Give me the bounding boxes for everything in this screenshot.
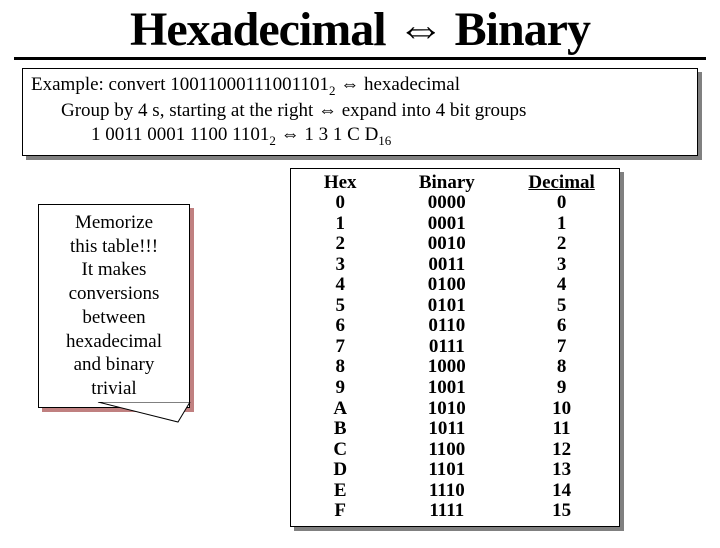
- table-row: A101010: [291, 399, 619, 420]
- cell-bin: 1000: [389, 357, 504, 378]
- cell-bin: 1010: [389, 399, 504, 420]
- cell-hex: 9: [291, 378, 389, 399]
- cell-hex: 5: [291, 296, 389, 317]
- cell-dec: 6: [504, 316, 619, 337]
- cell-dec: 13: [504, 460, 619, 481]
- cell-dec: 7: [504, 337, 619, 358]
- cell-dec: 3: [504, 255, 619, 276]
- table-row: 701117: [291, 337, 619, 358]
- cell-dec: 0: [504, 193, 619, 214]
- example-line3-a: 1 0011 0001 1100 1101: [91, 124, 269, 145]
- cell-dec: 4: [504, 275, 619, 296]
- callout-line: this table!!!: [43, 235, 185, 259]
- table-row: C110012: [291, 440, 619, 461]
- cell-hex: 6: [291, 316, 389, 337]
- conversion-table-box: Hex Binary Decimal 000000100011200102300…: [290, 168, 620, 527]
- cell-hex: 3: [291, 255, 389, 276]
- cell-bin: 1110: [389, 481, 504, 502]
- cell-hex: 2: [291, 234, 389, 255]
- table-row: 810008: [291, 357, 619, 378]
- col-bin: Binary: [389, 173, 504, 194]
- table-row: 501015: [291, 296, 619, 317]
- table-row: 100011: [291, 214, 619, 235]
- table-row: B101111: [291, 419, 619, 440]
- cell-bin: 0101: [389, 296, 504, 317]
- cell-hex: 7: [291, 337, 389, 358]
- table-row: 401004: [291, 275, 619, 296]
- table-content: Hex Binary Decimal 000000100011200102300…: [290, 168, 620, 527]
- table-row: 601106: [291, 316, 619, 337]
- callout-content: Memorize this table!!! It makes conversi…: [38, 204, 190, 408]
- example-line1-b: ⇔ hexadecimal: [335, 74, 460, 95]
- cell-bin: 1101: [389, 460, 504, 481]
- example-line-3: 1 0011 0001 1100 11012 ⇔ 1 3 1 C D16: [31, 123, 689, 149]
- table-body: 0000001000112001023001134010045010156011…: [291, 193, 619, 521]
- table-row: 000000: [291, 193, 619, 214]
- cell-bin: 0111: [389, 337, 504, 358]
- cell-bin: 0001: [389, 214, 504, 235]
- cell-hex: A: [291, 399, 389, 420]
- title-right: Binary: [455, 3, 590, 56]
- callout-line: and binary: [43, 353, 185, 377]
- callout-line: trivial: [43, 377, 185, 401]
- cell-bin: 1100: [389, 440, 504, 461]
- callout-line: It makes: [43, 258, 185, 282]
- cell-bin: 1111: [389, 501, 504, 522]
- lower-region: Memorize this table!!! It makes conversi…: [0, 168, 720, 548]
- cell-dec: 2: [504, 234, 619, 255]
- cell-hex: 1: [291, 214, 389, 235]
- cell-dec: 9: [504, 378, 619, 399]
- example-line3-sub2: 16: [378, 133, 391, 148]
- cell-hex: F: [291, 501, 389, 522]
- cell-hex: 4: [291, 275, 389, 296]
- cell-hex: 8: [291, 357, 389, 378]
- callout-line: conversions: [43, 282, 185, 306]
- cell-dec: 1: [504, 214, 619, 235]
- cell-hex: B: [291, 419, 389, 440]
- cell-bin: 0010: [389, 234, 504, 255]
- page-title: Hexadecimal ⇔ Binary: [14, 0, 706, 60]
- cell-dec: 10: [504, 399, 619, 420]
- table-row: F111115: [291, 501, 619, 522]
- cell-hex: D: [291, 460, 389, 481]
- cell-dec: 15: [504, 501, 619, 522]
- callout-box: Memorize this table!!! It makes conversi…: [38, 204, 190, 408]
- col-dec: Decimal: [504, 173, 619, 194]
- cell-hex: E: [291, 481, 389, 502]
- example-line-1: Example: convert 100110001110011012 ⇔ he…: [31, 73, 689, 99]
- cell-dec: 12: [504, 440, 619, 461]
- example-box: Example: convert 100110001110011012 ⇔ he…: [22, 68, 698, 156]
- cell-bin: 0100: [389, 275, 504, 296]
- cell-hex: 0: [291, 193, 389, 214]
- table-row: E111014: [291, 481, 619, 502]
- cell-dec: 11: [504, 419, 619, 440]
- conversion-table: Hex Binary Decimal 000000100011200102300…: [291, 173, 619, 522]
- callout-pointer-icon: [38, 402, 198, 452]
- table-row: D110113: [291, 460, 619, 481]
- table-row: 300113: [291, 255, 619, 276]
- callout-line: hexadecimal: [43, 330, 185, 354]
- example-content: Example: convert 100110001110011012 ⇔ he…: [22, 68, 698, 156]
- table-row: 200102: [291, 234, 619, 255]
- example-line-2: Group by 4 s, starting at the right ⇔ ex…: [31, 99, 689, 123]
- title-arrow-icon: ⇔: [397, 3, 444, 56]
- table-row: 910019: [291, 378, 619, 399]
- cell-dec: 14: [504, 481, 619, 502]
- callout-line: between: [43, 306, 185, 330]
- cell-dec: 5: [504, 296, 619, 317]
- callout-line: Memorize: [43, 211, 185, 235]
- cell-bin: 0000: [389, 193, 504, 214]
- col-hex: Hex: [291, 173, 389, 194]
- cell-bin: 1001: [389, 378, 504, 399]
- cell-hex: C: [291, 440, 389, 461]
- cell-bin: 0011: [389, 255, 504, 276]
- cell-dec: 8: [504, 357, 619, 378]
- cell-bin: 1011: [389, 419, 504, 440]
- example-line1-text: Example: convert 10011000111001101: [31, 74, 329, 95]
- title-left: Hexadecimal: [130, 3, 386, 56]
- table-header-row: Hex Binary Decimal: [291, 173, 619, 194]
- example-line3-b: ⇔ 1 3 1 C D: [276, 124, 378, 145]
- cell-bin: 0110: [389, 316, 504, 337]
